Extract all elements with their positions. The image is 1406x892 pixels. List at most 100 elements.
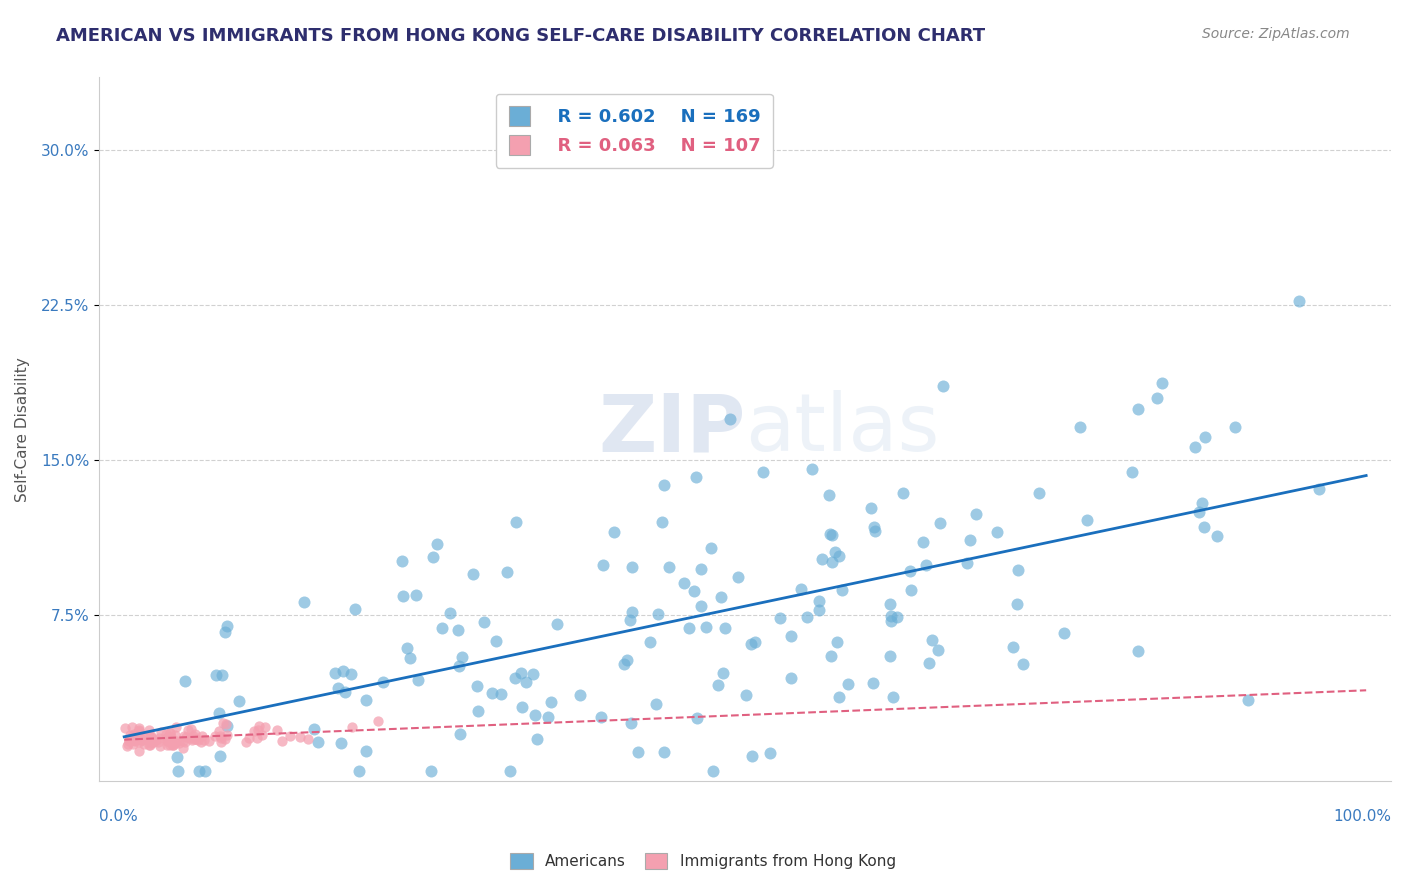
Point bbox=[190, 735, 212, 749]
Point bbox=[128, 731, 150, 745]
Point bbox=[430, 621, 453, 635]
Point bbox=[208, 706, 231, 720]
Point bbox=[891, 486, 914, 500]
Point bbox=[1288, 293, 1310, 308]
Point bbox=[205, 668, 228, 682]
Point bbox=[215, 728, 238, 742]
Point bbox=[647, 607, 669, 622]
Point bbox=[932, 378, 955, 392]
Point bbox=[603, 525, 626, 540]
Text: 0.0%: 0.0% bbox=[100, 809, 138, 824]
Point bbox=[879, 614, 901, 628]
Point bbox=[790, 582, 813, 596]
Point bbox=[193, 732, 215, 747]
Point bbox=[167, 736, 190, 750]
Point bbox=[1236, 693, 1258, 707]
Point bbox=[522, 667, 544, 681]
Point bbox=[918, 656, 941, 670]
Point bbox=[727, 570, 749, 584]
Point bbox=[879, 597, 901, 611]
Point bbox=[132, 730, 155, 744]
Point bbox=[139, 729, 162, 743]
Point bbox=[928, 516, 950, 530]
Point bbox=[211, 668, 233, 682]
Point bbox=[1028, 486, 1050, 500]
Point bbox=[613, 657, 636, 672]
Point bbox=[215, 719, 238, 733]
Point bbox=[128, 730, 150, 744]
Point bbox=[128, 723, 150, 738]
Point bbox=[121, 729, 143, 743]
Point bbox=[1001, 640, 1024, 654]
Point bbox=[449, 727, 471, 741]
Point bbox=[354, 692, 377, 706]
Point bbox=[1194, 430, 1216, 444]
Point bbox=[758, 747, 780, 761]
Point bbox=[405, 588, 427, 602]
Point bbox=[592, 558, 614, 572]
Point bbox=[340, 667, 363, 681]
Point bbox=[616, 653, 638, 667]
Text: 100.0%: 100.0% bbox=[1333, 809, 1391, 824]
Point bbox=[167, 764, 190, 778]
Point bbox=[149, 725, 172, 739]
Point bbox=[956, 556, 979, 570]
Point bbox=[900, 582, 922, 597]
Point bbox=[463, 567, 485, 582]
Point bbox=[131, 732, 153, 747]
Point bbox=[177, 723, 200, 738]
Point bbox=[1128, 402, 1150, 417]
Point bbox=[821, 528, 844, 542]
Point bbox=[118, 733, 141, 747]
Point bbox=[198, 734, 221, 748]
Point bbox=[406, 673, 429, 687]
Point bbox=[911, 534, 934, 549]
Point bbox=[165, 736, 187, 750]
Point bbox=[690, 561, 713, 575]
Point bbox=[391, 590, 413, 604]
Point bbox=[741, 749, 763, 764]
Point bbox=[191, 729, 214, 743]
Point bbox=[173, 729, 195, 743]
Point bbox=[862, 676, 884, 690]
Point bbox=[965, 508, 987, 522]
Point bbox=[769, 611, 792, 625]
Point bbox=[128, 731, 150, 746]
Point bbox=[644, 698, 666, 712]
Point bbox=[131, 732, 153, 747]
Y-axis label: Self-Care Disability: Self-Care Disability bbox=[15, 357, 30, 501]
Point bbox=[121, 720, 143, 734]
Point bbox=[173, 735, 195, 749]
Point bbox=[710, 591, 733, 605]
Point bbox=[165, 728, 187, 742]
Point bbox=[127, 727, 149, 741]
Point bbox=[127, 725, 149, 739]
Point bbox=[658, 560, 681, 574]
Point bbox=[882, 690, 904, 705]
Point bbox=[391, 554, 413, 568]
Point bbox=[333, 685, 356, 699]
Point bbox=[214, 624, 236, 639]
Point bbox=[807, 603, 830, 617]
Point bbox=[228, 694, 250, 708]
Point bbox=[165, 733, 187, 747]
Point bbox=[780, 629, 803, 643]
Point bbox=[118, 732, 141, 747]
Point bbox=[302, 722, 325, 736]
Point bbox=[467, 704, 489, 718]
Point bbox=[465, 679, 488, 693]
Point bbox=[128, 721, 150, 735]
Point bbox=[620, 716, 643, 731]
Point bbox=[142, 735, 165, 749]
Point bbox=[323, 665, 346, 680]
Point bbox=[343, 601, 366, 615]
Point bbox=[159, 726, 181, 740]
Point bbox=[780, 671, 803, 685]
Point bbox=[159, 726, 181, 740]
Point bbox=[122, 727, 145, 741]
Point bbox=[690, 599, 713, 613]
Point bbox=[183, 731, 205, 746]
Point bbox=[449, 659, 471, 673]
Point bbox=[159, 738, 181, 752]
Point bbox=[1150, 376, 1173, 391]
